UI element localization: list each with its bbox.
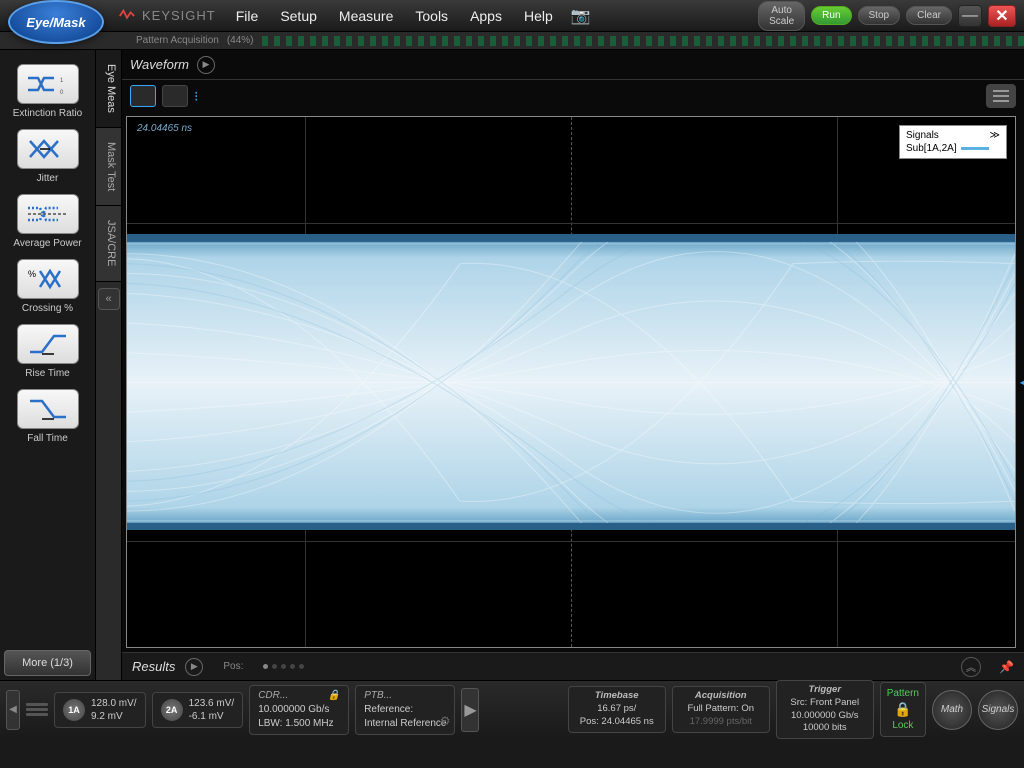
tab-eye-meas[interactable]: Eye Meas	[96, 50, 121, 128]
math-button[interactable]: Math	[932, 690, 972, 730]
top-menu-bar: KEYSIGHT File Setup Measure Tools Apps H…	[0, 0, 1024, 32]
tool-crossing-pct[interactable]: % Crossing %	[4, 259, 91, 314]
waveform-header: Waveform ▶	[122, 50, 1024, 80]
brand-logo: KEYSIGHT	[118, 7, 216, 25]
close-button[interactable]: ✕	[988, 5, 1016, 27]
menu-setup[interactable]: Setup	[280, 8, 317, 24]
tool-rise-time[interactable]: Rise Time	[4, 324, 91, 379]
ptb-settings[interactable]: PTB... Reference: Internal Reference ⚙	[355, 685, 455, 735]
channel-2a[interactable]: 2A 123.6 mV/-6.1 mV	[152, 692, 244, 728]
svg-text:0: 0	[60, 90, 64, 96]
results-pos-label: Pos:	[223, 661, 243, 672]
top-buttons: Auto Scale Run Stop Clear — ✕	[758, 1, 1016, 31]
channel-1a[interactable]: 1A 128.0 mV/9.2 mV	[54, 692, 146, 728]
pin-icon[interactable]: 📌	[999, 660, 1014, 674]
tool-extinction-ratio[interactable]: 10 Extinction Ratio	[4, 64, 91, 119]
pattern-acquisition-bar: Pattern Acquisition (44%)	[0, 32, 1024, 50]
menu-tools[interactable]: Tools	[415, 8, 448, 24]
tab-jsa-cre[interactable]: JSA/CRE	[96, 206, 121, 281]
timebase-panel[interactable]: Timebase 16.67 ps/ Pos: 24.04465 ns	[568, 686, 666, 732]
pattern-lock-indicator[interactable]: Pattern 🔒 Lock	[880, 682, 926, 736]
tool-jitter[interactable]: Jitter	[4, 129, 91, 184]
more-button[interactable]: More (1/3)	[4, 650, 91, 676]
clear-button[interactable]: Clear	[906, 6, 952, 25]
legend-item: Sub[1A,2A]	[906, 143, 957, 154]
menu-items: File Setup Measure Tools Apps Help	[236, 8, 553, 24]
measurement-sidebar: 10 Extinction Ratio Jitter Average Power…	[0, 50, 96, 680]
legend-title: Signals	[906, 130, 939, 141]
menu-help[interactable]: Help	[524, 8, 553, 24]
signals-legend[interactable]: Signals≫ Sub[1A,2A]	[899, 125, 1007, 159]
pattern-pct: (44%)	[227, 35, 254, 46]
gear-icon[interactable]: ⚙	[440, 713, 451, 730]
results-title: Results	[132, 659, 175, 674]
menu-file[interactable]: File	[236, 8, 259, 24]
results-page-dots	[263, 664, 304, 669]
play-button[interactable]: ▶	[461, 688, 479, 732]
menu-measure[interactable]: Measure	[339, 8, 393, 24]
minimize-button[interactable]: —	[958, 5, 982, 27]
ch-badge-1a: 1A	[63, 699, 85, 721]
display-mode-1[interactable]	[130, 85, 156, 107]
trigger-panel[interactable]: Trigger Src: Front Panel 10.000000 Gb/s …	[776, 680, 874, 739]
acquisition-panel[interactable]: Acquisition Full Pattern: On 17.9999 pts…	[672, 686, 770, 732]
collapse-tabs-button[interactable]: «	[98, 288, 120, 310]
layout-icon[interactable]	[26, 690, 48, 730]
cdr-settings[interactable]: CDR...🔒 10.000000 Gb/s LBW: 1.500 MHz	[249, 685, 349, 735]
tool-average-power[interactable]: Average Power	[4, 194, 91, 249]
eye-diagram-plot[interactable]: 24.04465 ns	[126, 116, 1016, 648]
menu-apps[interactable]: Apps	[470, 8, 502, 24]
pattern-wave-icon	[262, 36, 1024, 46]
waveform-controls: ⁝	[122, 80, 1024, 112]
keysight-icon	[118, 7, 136, 25]
tab-mask-test[interactable]: Mask Test	[96, 128, 121, 206]
ch-badge-2a: 2A	[161, 699, 183, 721]
mode-badge-label: Eye/Mask	[8, 0, 104, 44]
signals-button[interactable]: Signals	[978, 690, 1018, 730]
waveform-menu-button[interactable]	[986, 84, 1016, 108]
display-indicator-icon: ⁝	[194, 88, 198, 105]
pattern-lock-icon: 🔒	[887, 700, 919, 718]
f1-marker: ◀F1	[1020, 375, 1024, 389]
run-button[interactable]: Run	[811, 6, 851, 25]
stop-button[interactable]: Stop	[858, 6, 901, 25]
time-cursor-label: 24.04465 ns	[137, 123, 192, 134]
display-mode-2[interactable]	[162, 85, 188, 107]
lock-icon: 🔒	[328, 689, 340, 703]
pattern-label: Pattern Acquisition	[136, 35, 219, 46]
eye-diagram-traces	[127, 234, 1015, 531]
legend-swatch	[961, 147, 989, 150]
results-play-button[interactable]: ▶	[185, 658, 203, 676]
waveform-play-button[interactable]: ▶	[197, 56, 215, 74]
brand-text: KEYSIGHT	[142, 8, 216, 23]
results-bar: Results ▶ Pos: ︽ 📌	[122, 652, 1024, 680]
svg-text:%: %	[28, 269, 36, 279]
nav-left-button[interactable]: ◀	[6, 690, 20, 730]
results-expand-button[interactable]: ︽	[961, 657, 981, 677]
main-area: 10 Extinction Ratio Jitter Average Power…	[0, 50, 1024, 680]
tool-fall-time[interactable]: Fall Time	[4, 389, 91, 444]
autoscale-button[interactable]: Auto Scale	[758, 1, 805, 31]
mode-badge[interactable]: Eye/Mask	[8, 0, 104, 44]
waveform-panel: Waveform ▶ ⁝ 24.04465 ns	[122, 50, 1024, 680]
waveform-title: Waveform	[130, 57, 189, 72]
vertical-tabs: Eye Meas Mask Test JSA/CRE «	[96, 50, 122, 680]
camera-icon[interactable]: 📷	[571, 6, 591, 26]
svg-text:1: 1	[60, 78, 64, 84]
status-bar: ◀ 1A 128.0 mV/9.2 mV 2A 123.6 mV/-6.1 mV…	[0, 680, 1024, 738]
